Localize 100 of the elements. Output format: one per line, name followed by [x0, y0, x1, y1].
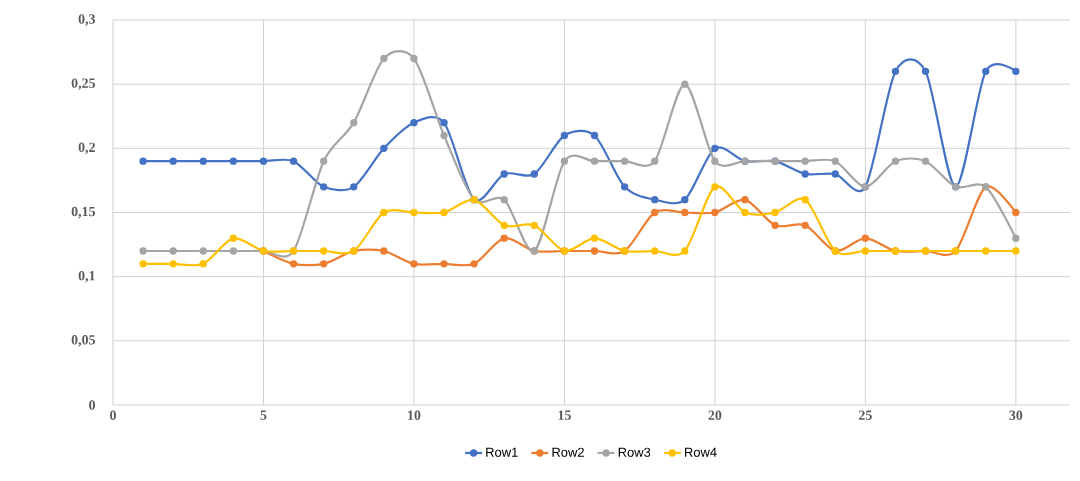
point	[500, 195, 508, 204]
point	[199, 247, 207, 255]
point	[410, 54, 418, 63]
point	[229, 234, 238, 242]
point	[169, 157, 177, 165]
point	[380, 247, 388, 255]
point	[289, 260, 298, 268]
point	[289, 157, 298, 165]
point	[801, 195, 809, 204]
point	[229, 157, 238, 165]
point	[771, 221, 779, 230]
point	[440, 131, 448, 140]
point	[139, 247, 147, 255]
x-tick-label: 0	[110, 410, 116, 420]
point	[982, 247, 990, 255]
x-tick-label: 15	[558, 410, 571, 420]
point	[801, 170, 809, 178]
point	[831, 170, 839, 178]
point	[590, 234, 599, 242]
x-tick-label: 30	[1009, 410, 1023, 420]
point	[741, 208, 749, 217]
y-tick-label: 0,2	[78, 142, 95, 155]
point	[921, 67, 930, 76]
point	[440, 260, 448, 268]
point	[259, 157, 268, 165]
point	[229, 247, 238, 255]
y-tick-label: 0,3	[78, 14, 96, 26]
point	[590, 131, 599, 140]
point	[410, 260, 418, 268]
point	[1012, 67, 1020, 76]
x-tick-label: 10	[408, 410, 421, 420]
point	[380, 54, 388, 63]
y-tick-label: 0	[89, 400, 95, 410]
x-tick-label: 5	[260, 410, 267, 420]
point	[319, 247, 328, 255]
point	[741, 195, 749, 204]
point	[500, 221, 508, 230]
point	[530, 170, 539, 178]
point	[380, 208, 388, 217]
point	[891, 157, 900, 165]
legend-label: Row3	[618, 447, 651, 457]
point	[921, 157, 930, 165]
point	[711, 144, 719, 153]
point	[1012, 208, 1020, 217]
point	[801, 157, 809, 165]
point	[681, 80, 689, 88]
legend-label: Row1	[486, 447, 518, 457]
y-tick-label: 0,05	[71, 335, 96, 347]
point	[319, 183, 328, 191]
point	[169, 247, 177, 255]
point	[440, 118, 448, 127]
point	[350, 183, 358, 191]
y-tick-label: 0,15	[71, 206, 96, 219]
y-tick-label: 0,1	[78, 270, 95, 283]
point	[440, 208, 448, 217]
point	[711, 157, 719, 165]
point	[651, 208, 659, 217]
point	[410, 118, 418, 127]
point	[139, 260, 147, 268]
point	[711, 208, 719, 217]
point	[470, 260, 478, 268]
x-tick-label: 20	[708, 410, 722, 420]
point	[651, 157, 659, 165]
point	[620, 157, 629, 165]
y-tick-label: 0,25	[71, 78, 96, 90]
point	[139, 157, 147, 165]
point	[681, 208, 689, 217]
point	[500, 234, 508, 242]
point	[410, 208, 418, 217]
legend-label: Row2	[552, 447, 584, 457]
point	[350, 118, 358, 127]
point	[982, 67, 990, 76]
point	[319, 157, 328, 165]
point	[681, 195, 689, 204]
point	[530, 221, 539, 230]
legend-label: Row4	[685, 447, 717, 457]
point	[861, 247, 870, 255]
x-tick-label: 25	[858, 410, 872, 420]
point	[1012, 247, 1020, 255]
point	[199, 260, 207, 268]
point	[1012, 234, 1020, 242]
point	[681, 247, 689, 255]
point	[620, 183, 629, 191]
point	[560, 157, 569, 165]
point	[560, 131, 569, 140]
point	[590, 157, 599, 165]
point	[319, 260, 328, 268]
point	[801, 221, 809, 230]
point	[891, 67, 900, 76]
point	[771, 208, 779, 217]
point	[861, 234, 870, 242]
point	[651, 247, 659, 255]
point	[711, 183, 719, 191]
point	[831, 157, 839, 165]
point	[199, 157, 207, 165]
point	[169, 260, 177, 268]
point	[380, 144, 388, 153]
point	[500, 170, 508, 178]
point	[590, 247, 599, 255]
point	[651, 195, 659, 204]
